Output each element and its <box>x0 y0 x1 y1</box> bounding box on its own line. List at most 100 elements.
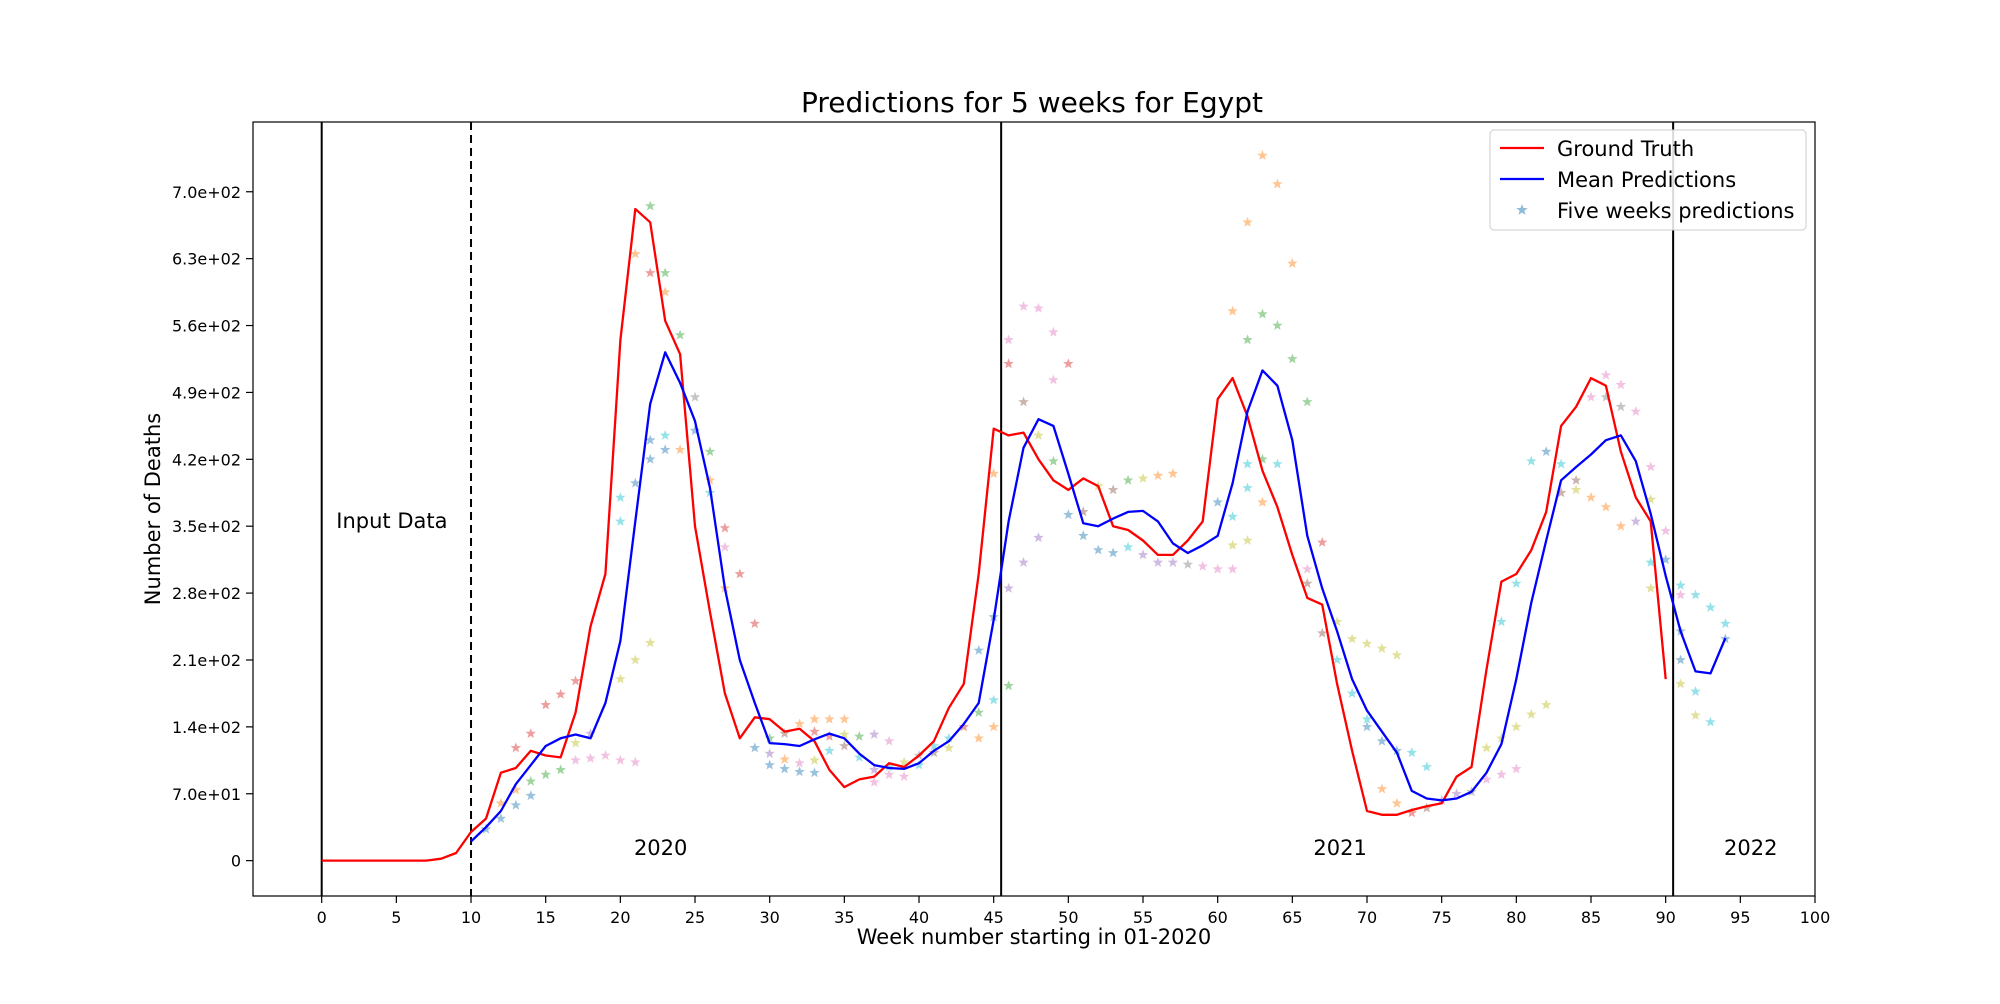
prediction-star <box>1003 582 1014 593</box>
prediction-star <box>1645 461 1656 472</box>
prediction-star <box>1526 708 1537 719</box>
prediction-star <box>1391 797 1403 808</box>
x-tick-label: 50 <box>1058 908 1078 927</box>
prediction-star <box>1242 482 1253 493</box>
prediction-star <box>1003 358 1014 369</box>
prediction-star <box>1033 429 1044 440</box>
prediction-star <box>510 784 522 795</box>
y-tick-label: 4.2e+02 <box>172 450 241 469</box>
prediction-star <box>1302 578 1313 588</box>
x-tick-label: 25 <box>685 908 705 927</box>
x-tick-label: 5 <box>391 908 401 927</box>
prediction-star <box>1242 458 1253 469</box>
prediction-star <box>1705 716 1716 727</box>
prediction-star <box>928 740 940 751</box>
prediction-star <box>779 763 790 774</box>
prediction-star <box>1137 472 1149 483</box>
prediction-star <box>1331 616 1343 627</box>
prediction-star <box>1063 358 1074 369</box>
prediction-star <box>883 735 895 746</box>
prediction-star <box>764 748 775 759</box>
y-axis-ticks: 0 7.0e+01 1.4e+02 2.1e+02 2.8e+02 3.5e+02 4.2e… <box>172 183 253 871</box>
prediction-star <box>1511 578 1522 588</box>
prediction-star <box>1481 742 1492 753</box>
y-tick-label: 5.6e+02 <box>172 317 241 336</box>
prediction-star <box>1361 638 1373 649</box>
prediction-star <box>1690 589 1701 600</box>
prediction-star <box>1376 783 1388 794</box>
prediction-star <box>749 618 760 629</box>
prediction-star <box>913 759 925 770</box>
prediction-star <box>540 769 551 780</box>
prediction-star <box>1137 549 1149 560</box>
prediction-star <box>809 767 820 778</box>
x-tick-label: 100 <box>1800 908 1831 927</box>
prediction-star <box>1645 493 1656 504</box>
prediction-star <box>854 751 865 762</box>
prediction-star <box>525 790 536 801</box>
prediction-star <box>645 434 656 445</box>
prediction-star <box>1272 458 1283 469</box>
prediction-star <box>1496 732 1507 743</box>
annotation-input-data: Input Data <box>336 509 447 533</box>
prediction-star <box>1675 579 1686 590</box>
prediction-star <box>1600 391 1612 402</box>
y-tick-label: 3.5e+02 <box>172 517 241 536</box>
chart-legend: Ground Truth Mean Predictions Five weeks… <box>1489 129 1807 231</box>
prediction-star <box>824 745 835 756</box>
prediction-star <box>1496 769 1507 780</box>
prediction-star <box>1122 541 1134 552</box>
prediction-star <box>1645 582 1656 593</box>
prediction-star <box>1227 511 1238 522</box>
prediction-star <box>1287 257 1298 268</box>
prediction-star <box>1346 687 1358 698</box>
prediction-star <box>659 286 671 297</box>
y-tick-label: 2.1e+02 <box>172 651 241 670</box>
prediction-star <box>1317 627 1328 638</box>
prediction-star <box>1257 453 1268 464</box>
prediction-star <box>1391 649 1403 660</box>
y-tick-label: 6.3e+02 <box>172 250 241 269</box>
y-axis-label: Number of Deaths <box>141 413 165 605</box>
prediction-star <box>1167 557 1179 567</box>
prediction-star <box>1227 563 1238 574</box>
prediction-star <box>585 752 596 763</box>
prediction-star <box>1122 474 1134 485</box>
prediction-star <box>1018 557 1029 567</box>
plot-area: Input Data 2020 2021 2022 <box>320 122 1778 896</box>
prediction-star <box>1242 535 1253 545</box>
prediction-star <box>719 541 731 552</box>
prediction-star <box>794 718 805 729</box>
prediction-star <box>973 732 984 743</box>
y-tick-label: 7.0e+02 <box>172 183 241 202</box>
prediction-star <box>869 729 880 739</box>
prediction-star <box>1511 763 1522 774</box>
prediction-star <box>1541 699 1552 710</box>
prediction-star <box>1107 484 1119 495</box>
prediction-star <box>1257 149 1268 160</box>
prediction-star <box>1302 396 1313 407</box>
prediction-star <box>1660 525 1671 536</box>
prediction-star <box>958 721 969 732</box>
x-tick-label: 55 <box>1133 908 1153 927</box>
prediction-star <box>1302 563 1313 574</box>
prediction-star <box>1705 601 1716 612</box>
prediction-star <box>1615 520 1627 531</box>
prediction-star <box>809 713 820 724</box>
prediction-star <box>1660 554 1671 565</box>
x-axis-label: Week number starting in 01-2020 <box>857 925 1211 949</box>
prediction-star <box>794 757 805 768</box>
legend-label-five-weeks: Five weeks predictions <box>1557 199 1795 223</box>
prediction-star <box>824 713 835 724</box>
x-tick-label: 20 <box>610 908 630 927</box>
prediction-star <box>1615 379 1627 390</box>
prediction-star <box>1152 557 1164 567</box>
prediction-star <box>1585 391 1597 402</box>
prediction-star <box>615 754 626 765</box>
x-tick-label: 40 <box>909 908 929 927</box>
prediction-star <box>704 446 716 457</box>
prediction-star <box>1272 178 1283 189</box>
prediction-star <box>1675 589 1686 600</box>
x-tick-label: 90 <box>1655 908 1675 927</box>
prediction-star <box>1690 709 1701 720</box>
